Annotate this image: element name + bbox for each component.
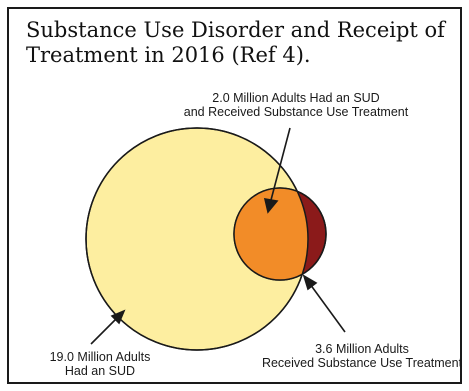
- sud-arrow-head: [110, 309, 126, 325]
- treatment-arrow-line: [309, 283, 346, 333]
- overlap-label-line-1: 2.0 Million Adults Had an SUD: [212, 91, 379, 105]
- treatment-circle-outline: [233, 187, 327, 281]
- title-line-2: Treatment in 2016 (Ref 4).: [26, 43, 311, 67]
- title-line-1: Substance Use Disorder and Receipt of: [26, 18, 445, 42]
- overlap-arrow-head: [263, 198, 279, 214]
- figure-title: Substance Use Disorder and Receipt of Tr…: [26, 18, 456, 68]
- sud-label-line-1: 19.0 Million Adults: [50, 350, 151, 364]
- sud-label-line-2: Had an SUD: [65, 364, 135, 378]
- treatment-arrow-head: [302, 274, 318, 291]
- overlap-label-line-2: and Received Substance Use Treatment: [184, 105, 409, 119]
- treatment-label-line-2: Received Substance Use Treatment: [262, 356, 463, 370]
- treatment-label-line-1: 3.6 Million Adults: [315, 342, 409, 356]
- overlap-arrow-line: [270, 127, 291, 201]
- sud-arrow-line: [90, 317, 118, 345]
- sud-circle-outline: [85, 127, 309, 351]
- overlap-region: [234, 188, 308, 280]
